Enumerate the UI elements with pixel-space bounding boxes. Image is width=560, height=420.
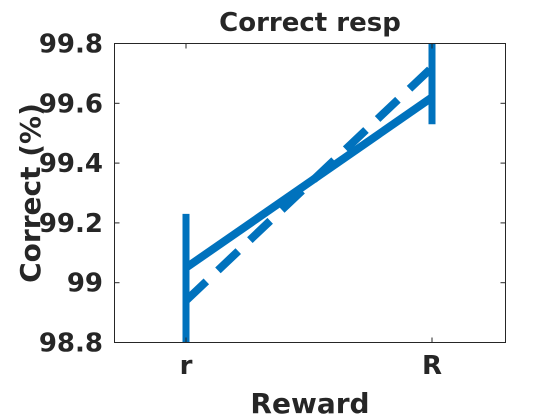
x-tick-label: R [422, 351, 442, 381]
y-tick-label: 99.2 [39, 209, 103, 239]
plot-area [182, 43, 436, 343]
axes-box [114, 43, 506, 343]
x-axis-label: Reward [250, 387, 369, 420]
chart-title: Correct resp [219, 8, 401, 38]
y-tick-label: 98.8 [39, 329, 103, 359]
y-tick-label: 99 [67, 269, 103, 299]
series-line-solid [183, 94, 435, 272]
x-tick-label: r [180, 351, 193, 381]
y-axis: 98.8 99 99.2 99.4 99.6 99.8 [39, 30, 506, 359]
y-tick-label: 99.6 [39, 89, 103, 119]
y-tick-label: 99.8 [39, 30, 103, 60]
y-tick-label: 99.4 [39, 149, 103, 179]
y-axis-label: Correct (%) [14, 103, 47, 283]
series-line-dashed [183, 64, 435, 304]
